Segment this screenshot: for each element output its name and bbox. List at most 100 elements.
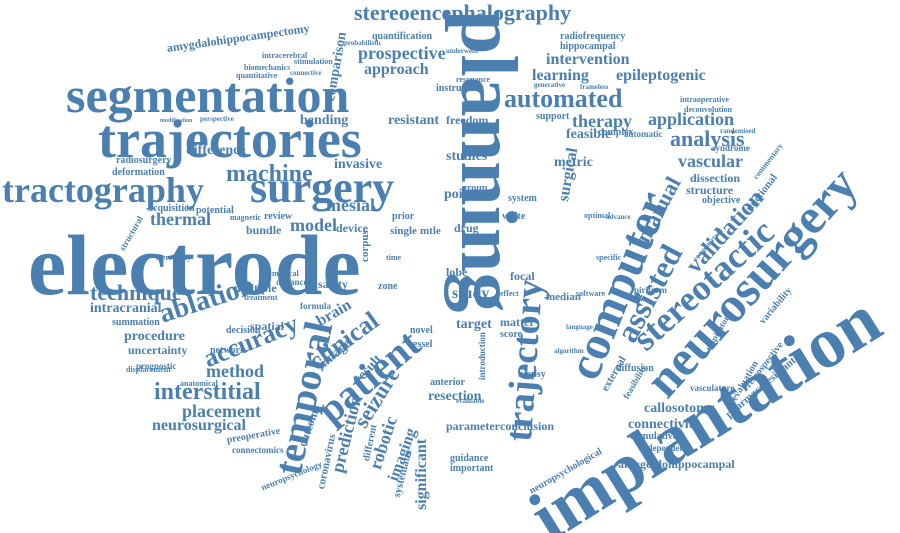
word-device: device bbox=[336, 221, 368, 235]
word-difference: difference bbox=[186, 143, 246, 158]
word-mesial: mesial bbox=[326, 195, 375, 215]
word-specific: specific bbox=[596, 253, 622, 262]
word-neurosurgical: neurosurgical bbox=[152, 417, 246, 434]
word-drug: drug bbox=[454, 221, 479, 235]
word-modification: modification bbox=[160, 118, 193, 124]
word-review: review bbox=[264, 211, 293, 222]
word-feasible: feasible bbox=[566, 127, 612, 142]
word-stereoencephalography: stereoencephalography bbox=[354, 0, 572, 25]
word-analysis: analysis bbox=[670, 126, 745, 151]
word-deformation: deformation bbox=[112, 167, 165, 178]
word-matter: matter bbox=[500, 315, 535, 329]
word-machine: machine bbox=[226, 161, 313, 187]
word-point: point bbox=[444, 187, 476, 202]
word-tractography: tractography bbox=[2, 170, 204, 210]
word-trajectory: trajectory bbox=[498, 277, 552, 443]
word-callosotomy: callosotomy bbox=[644, 401, 715, 416]
word-potential: potential bbox=[196, 205, 234, 216]
word-method: method bbox=[206, 361, 264, 381]
word-placement: placement bbox=[182, 401, 261, 421]
word-cumulative: cumulative bbox=[630, 431, 678, 442]
word-prognostic: prognostic bbox=[136, 361, 177, 371]
word-intraoperative: intraoperative bbox=[680, 95, 729, 104]
word-epileptogenic: epileptogenic bbox=[616, 67, 706, 84]
word-study: study bbox=[452, 285, 490, 302]
word-uncertainty: uncertainty bbox=[128, 343, 188, 357]
word-system: system bbox=[508, 193, 537, 204]
word-surgery: surgery bbox=[250, 163, 395, 212]
word-thermal: thermal bbox=[150, 209, 211, 229]
word-guidance: guidance bbox=[450, 453, 489, 464]
word-advance: advance bbox=[606, 213, 631, 221]
word-lobe: lobe bbox=[446, 265, 468, 279]
word-randomised: randomised bbox=[720, 127, 756, 135]
word-formula: formula bbox=[300, 301, 331, 311]
word-bundle: bundle bbox=[246, 223, 282, 237]
word-intracranial: intracranial bbox=[90, 301, 162, 316]
word-intracerebral: intracerebral bbox=[262, 51, 308, 60]
word-radiosurgery: radiosurgery bbox=[116, 155, 172, 166]
word-automatic: automatic bbox=[624, 129, 663, 139]
word-optimal: optimal bbox=[584, 211, 611, 220]
word-displacement: displacement bbox=[126, 365, 171, 374]
word-learning: learning bbox=[532, 67, 589, 84]
word-bending: bending bbox=[300, 113, 349, 128]
word-connective: connective bbox=[290, 69, 322, 77]
word-target: target bbox=[456, 317, 492, 332]
word-frameless: frameless bbox=[580, 83, 609, 91]
word-model: model bbox=[290, 215, 337, 235]
word-dissection: dissection bbox=[690, 171, 741, 185]
word-resistant: resistant bbox=[388, 113, 440, 128]
word-technique: technique bbox=[90, 280, 182, 305]
word-significant: significant bbox=[413, 438, 430, 510]
word-syndrome: syndrome bbox=[712, 143, 750, 153]
word-magnetic: magnetic bbox=[230, 213, 262, 222]
word-stimulation: stimulation bbox=[294, 57, 333, 66]
word-amygdalohippocampectomy: amygdalohippocampectomy bbox=[165, 20, 311, 55]
word-resection: resection bbox=[428, 389, 482, 404]
word-conclusion: conclusion bbox=[500, 419, 555, 433]
word-anterior: anterior bbox=[430, 377, 465, 388]
word-spatial: spatial bbox=[250, 319, 285, 333]
word-resonance: resonance bbox=[456, 75, 491, 84]
word-algorithm: algorithm bbox=[554, 347, 584, 355]
word-studies: studies bbox=[446, 149, 488, 164]
word-procedure: procedure bbox=[124, 329, 185, 344]
word-distance: distance bbox=[276, 277, 308, 287]
word-mtle: mtle bbox=[420, 225, 441, 237]
word-metric: metric bbox=[554, 155, 593, 170]
word-medical: medical bbox=[272, 269, 299, 278]
word-freedom: freedom bbox=[446, 113, 489, 127]
word-interstitial: interstitial bbox=[154, 379, 261, 405]
word-focal: focal bbox=[510, 269, 535, 283]
word-network: network bbox=[210, 345, 246, 356]
word-underwent: underwent bbox=[446, 47, 479, 55]
word-corpus: corpus bbox=[359, 230, 371, 262]
word-approach: approach bbox=[364, 61, 429, 78]
word-probabilistic: probabilistic bbox=[344, 39, 382, 47]
word-effect: effect bbox=[500, 289, 519, 298]
word-white: white bbox=[502, 211, 526, 222]
word-hippocampal: hippocampal bbox=[560, 41, 616, 52]
word-connectivity: connectivity bbox=[628, 417, 701, 432]
word-piriform: piriform bbox=[634, 285, 667, 295]
word-application: application bbox=[648, 109, 735, 129]
word-language: language bbox=[566, 323, 593, 331]
word-group: group bbox=[462, 183, 488, 194]
word-safety: safety bbox=[318, 277, 348, 291]
word-score: score bbox=[500, 329, 523, 340]
word-therapy: therapy bbox=[572, 111, 632, 131]
word-intervention: intervention bbox=[546, 51, 630, 68]
word-independent: independent bbox=[640, 443, 688, 453]
word-introduction: introduction bbox=[477, 332, 487, 380]
word-zone: zone bbox=[378, 281, 398, 292]
word-diffusion: diffusion bbox=[616, 363, 654, 374]
word-biomechanics: biomechanics bbox=[244, 63, 291, 72]
word-single: single bbox=[390, 225, 417, 237]
word-invasive: invasive bbox=[334, 157, 383, 172]
word-structure: structure bbox=[686, 183, 734, 197]
word-vessel: vessel bbox=[408, 339, 433, 350]
word-software: software bbox=[576, 289, 606, 298]
word-biopsy: biopsy bbox=[518, 369, 546, 380]
